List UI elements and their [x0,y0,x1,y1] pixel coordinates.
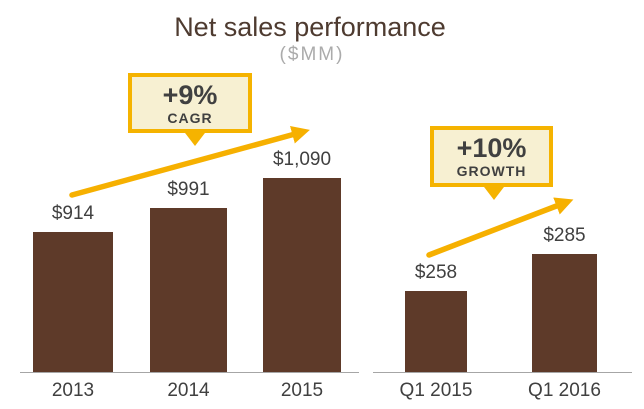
x-axis-annual [20,372,359,373]
bar-value-label-q1-2015: $258 [414,262,458,283]
bar-category-label-q1-2015: Q1 2015 [399,380,473,401]
cagr-callout-label: CAGR [167,110,213,126]
bar-category-label-2013: 2013 [51,380,95,401]
growth-callout-pointer-icon [481,183,507,200]
cagr-callout-pointer-icon [182,129,208,146]
x-axis-quarterly [373,372,632,373]
growth-callout: +10% GROWTH [430,126,553,200]
bar-q1-2016 [532,254,597,372]
bar-category-label-q1-2016: Q1 2016 [528,380,601,401]
bar-category-label-2014: 2014 [167,380,210,401]
page-title: Net sales performance [174,12,446,42]
cagr-callout: +9% CAGR [128,73,252,146]
bar-2013 [33,232,113,372]
growth-callout-value: +10% [456,133,527,163]
bar-q1-2015 [405,291,467,372]
bar-category-label-2015: 2015 [280,380,324,401]
bar-2014 [150,208,227,372]
bar-2015 [263,178,341,372]
cagr-callout-value: +9% [162,80,218,110]
growth-callout-label: GROWTH [456,163,527,179]
bar-value-label-q1-2016: $285 [543,225,586,246]
page-subtitle: ($MM) [279,44,345,65]
bar-value-label-2014: $991 [167,179,210,200]
bar-value-label-2013: $914 [51,203,95,224]
bar-value-label-2015: $1,090 [272,149,332,170]
